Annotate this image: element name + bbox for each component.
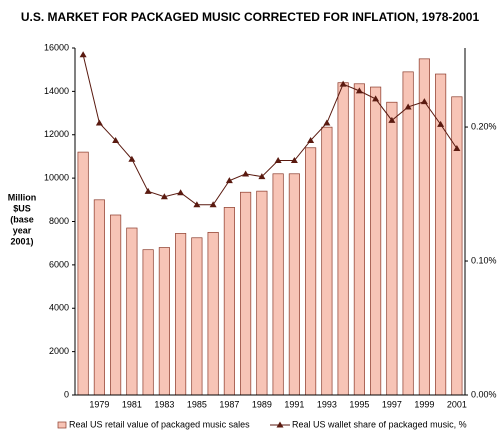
- line-marker: [144, 187, 152, 194]
- y2-tick-label: 0.20%: [471, 121, 497, 131]
- y-axis-label: Million: [8, 192, 37, 202]
- bar: [256, 190, 268, 396]
- bar: [418, 58, 430, 396]
- x-tick-label: 1987: [219, 399, 239, 409]
- bar: [191, 237, 203, 396]
- bar: [158, 247, 170, 396]
- y-tick-label: 0: [64, 389, 69, 399]
- line-marker: [355, 87, 363, 94]
- x-tick-label: 1983: [154, 399, 174, 409]
- y-tick-label: 2000: [49, 346, 69, 356]
- line-marker: [160, 193, 168, 200]
- bar: [93, 199, 105, 396]
- bar: [353, 83, 365, 396]
- y-axis-label: 2001): [10, 236, 33, 246]
- x-tick-label: 1991: [284, 399, 304, 409]
- y-tick-label: 16000: [44, 42, 69, 52]
- line-marker: [323, 119, 331, 126]
- y-tick-label: 14000: [44, 86, 69, 96]
- bar: [207, 231, 219, 396]
- line-marker: [388, 116, 396, 123]
- x-tick-label: 1995: [349, 399, 369, 409]
- bar: [142, 249, 154, 396]
- x-tick-label: 1993: [317, 399, 337, 409]
- legend-label: Real US retail value of packaged music s…: [69, 419, 250, 429]
- y-axis-label: year: [13, 225, 32, 235]
- y2-tick-label: 0.00%: [471, 389, 497, 399]
- bar: [126, 227, 138, 396]
- x-tick-label: 1979: [89, 399, 109, 409]
- line-marker: [177, 189, 185, 196]
- x-tick-label: 1997: [382, 399, 402, 409]
- y-tick-label: 8000: [49, 216, 69, 226]
- line-marker: [404, 103, 412, 110]
- x-tick-label: 1981: [122, 399, 142, 409]
- x-tick-label: 2001: [447, 399, 467, 409]
- line-marker: [95, 119, 103, 126]
- legend-marker: [276, 421, 284, 428]
- bar: [110, 214, 122, 396]
- bar: [240, 191, 252, 396]
- y-tick-label: 6000: [49, 259, 69, 269]
- line-marker: [372, 95, 380, 102]
- bar: [272, 173, 284, 396]
- y-tick-label: 4000: [49, 303, 69, 313]
- line-marker: [242, 170, 250, 177]
- line-marker: [128, 155, 136, 162]
- line-marker: [437, 120, 445, 127]
- line-marker: [258, 173, 266, 180]
- bar: [386, 101, 398, 396]
- bar: [77, 151, 89, 396]
- bar: [223, 207, 235, 396]
- line-marker: [453, 144, 461, 151]
- y-axis-label: (base: [10, 214, 34, 224]
- line-marker: [339, 80, 347, 87]
- y-tick-label: 10000: [44, 173, 69, 183]
- line-marker: [79, 51, 87, 58]
- x-tick-label: 1985: [187, 399, 207, 409]
- line-marker: [420, 98, 428, 105]
- line-marker: [225, 177, 233, 184]
- line-marker: [290, 157, 298, 164]
- line: [82, 54, 458, 206]
- bar: [288, 173, 300, 396]
- x-tick-label: 1989: [252, 399, 272, 409]
- line-marker: [307, 136, 315, 143]
- legend-label: Real US wallet share of packaged music, …: [292, 419, 467, 429]
- x-tick-label: 1999: [414, 399, 434, 409]
- bar: [370, 86, 382, 396]
- line-marker: [274, 157, 282, 164]
- chart-title: U.S. MARKET FOR PACKAGED MUSIC CORRECTED…: [21, 10, 480, 24]
- y-tick-label: 12000: [44, 129, 69, 139]
- line-marker: [112, 136, 120, 143]
- y-axis-label: $US: [13, 203, 31, 213]
- bar: [305, 147, 317, 396]
- bar: [337, 82, 349, 396]
- legend-swatch: [57, 421, 67, 429]
- line-marker: [209, 201, 217, 208]
- bar: [175, 233, 187, 396]
- bar: [321, 126, 333, 396]
- y2-tick-label: 0.10%: [471, 255, 497, 265]
- bar: [402, 71, 414, 396]
- bar: [451, 96, 463, 396]
- line-marker: [193, 201, 201, 208]
